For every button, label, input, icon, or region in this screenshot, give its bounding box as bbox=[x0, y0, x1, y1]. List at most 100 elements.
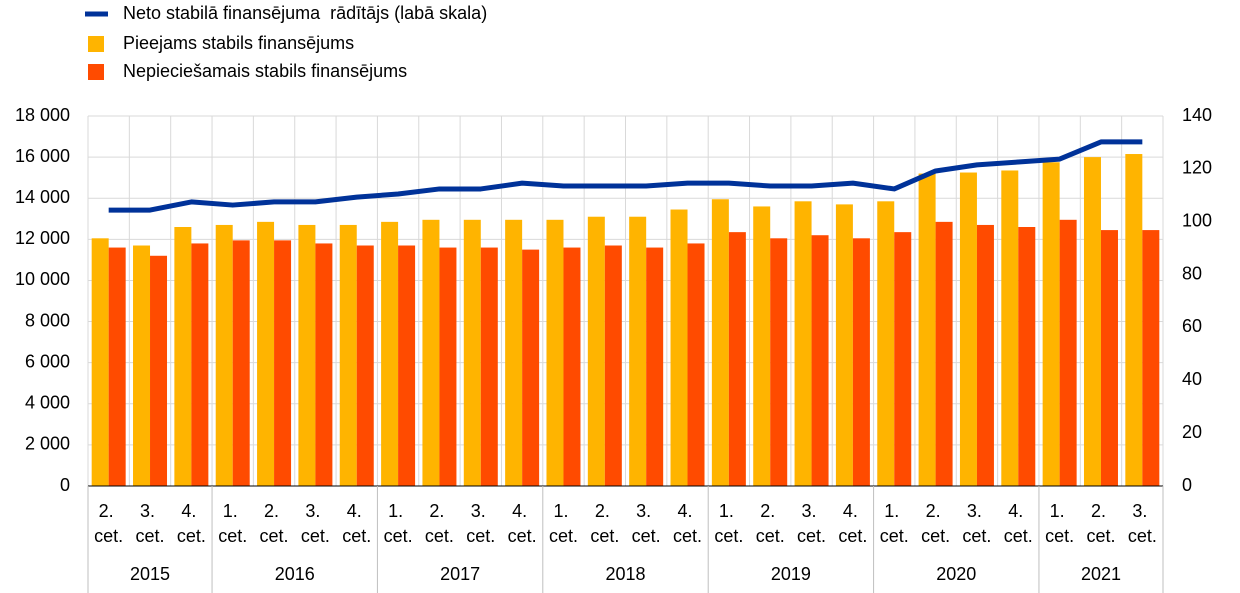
bar bbox=[877, 201, 895, 487]
bar bbox=[976, 224, 994, 486]
bar bbox=[1142, 230, 1160, 486]
bar bbox=[1018, 227, 1036, 486]
x-tick-label: 2. cet. bbox=[921, 501, 950, 546]
y2-tick-label: 0 bbox=[1182, 475, 1192, 495]
bar bbox=[852, 238, 870, 486]
bar bbox=[522, 249, 540, 486]
bar bbox=[546, 219, 564, 487]
year-label: 2016 bbox=[275, 564, 315, 584]
bar bbox=[894, 232, 912, 486]
bar bbox=[711, 199, 729, 486]
bar bbox=[339, 224, 357, 486]
legend-label: Pieejams stabils finansējums bbox=[123, 33, 354, 53]
x-tick-label: 2. cet. bbox=[260, 501, 289, 546]
x-tick-label: 2. cet. bbox=[756, 501, 785, 546]
x-tick-label: 3. cet. bbox=[797, 501, 826, 546]
bar bbox=[1059, 219, 1077, 487]
x-tick-label: 3. cet. bbox=[301, 501, 330, 546]
x-tick-label: 3. cet. bbox=[466, 501, 495, 546]
y2-tick-label: 100 bbox=[1182, 210, 1212, 230]
y2-tick-label: 140 bbox=[1182, 105, 1212, 125]
legend-swatch bbox=[88, 36, 104, 52]
y-tick-label: 14 000 bbox=[15, 187, 70, 207]
bar bbox=[646, 247, 664, 486]
x-tick-label: 1. cet. bbox=[880, 501, 909, 546]
bar bbox=[835, 204, 853, 486]
y-tick-label: 8 000 bbox=[25, 310, 70, 330]
bar bbox=[257, 221, 275, 486]
x-tick-label: 3. cet. bbox=[136, 501, 165, 546]
x-tick-label: 1. cet. bbox=[1045, 501, 1074, 546]
bar bbox=[811, 235, 829, 486]
x-tick-label: 1. cet. bbox=[218, 501, 247, 546]
bar bbox=[150, 255, 168, 486]
x-tick-label: 2. cet. bbox=[425, 501, 454, 546]
bar bbox=[191, 243, 209, 486]
bar bbox=[108, 247, 126, 486]
bar bbox=[604, 245, 622, 486]
legend-swatch bbox=[88, 64, 104, 80]
bar bbox=[918, 173, 936, 487]
bar bbox=[670, 209, 688, 486]
x-tick-label: 2. cet. bbox=[94, 501, 123, 546]
bar bbox=[422, 219, 440, 487]
bar bbox=[959, 172, 977, 486]
bar bbox=[298, 224, 316, 486]
bar bbox=[356, 245, 374, 486]
bar bbox=[935, 221, 953, 486]
year-label: 2018 bbox=[605, 564, 645, 584]
bar bbox=[563, 247, 581, 486]
y2-tick-label: 80 bbox=[1182, 263, 1202, 283]
bar bbox=[687, 243, 705, 486]
x-tick-label: 4. cet. bbox=[508, 501, 537, 546]
year-label: 2021 bbox=[1081, 564, 1121, 584]
x-tick-label: 3. cet. bbox=[1128, 501, 1157, 546]
bar bbox=[728, 232, 746, 486]
legend-label: Nepieciešamais stabils finansējums bbox=[123, 61, 407, 81]
bar bbox=[91, 238, 109, 486]
bar bbox=[480, 247, 498, 486]
bar bbox=[505, 219, 523, 487]
bar bbox=[770, 238, 788, 486]
year-label: 2017 bbox=[440, 564, 480, 584]
bar bbox=[315, 243, 333, 486]
y-tick-label: 10 000 bbox=[15, 269, 70, 289]
y-tick-label: 12 000 bbox=[15, 228, 70, 248]
bar bbox=[439, 247, 457, 486]
bar bbox=[1100, 230, 1118, 486]
bar bbox=[587, 216, 605, 486]
bar bbox=[381, 221, 399, 486]
x-tick-label: 1. cet. bbox=[714, 501, 743, 546]
x-tick-label: 2. cet. bbox=[1086, 501, 1115, 546]
bar bbox=[232, 240, 250, 486]
x-tick-label: 4. cet. bbox=[673, 501, 702, 546]
legend-label: Neto stabilā finansējuma rādītājs (labā … bbox=[123, 3, 487, 23]
x-tick-label: 4. cet. bbox=[342, 501, 371, 546]
year-label: 2015 bbox=[130, 564, 170, 584]
y-tick-label: 2 000 bbox=[25, 434, 70, 454]
year-label: 2019 bbox=[771, 564, 811, 584]
y2-tick-label: 40 bbox=[1182, 369, 1202, 389]
bar bbox=[794, 201, 812, 487]
bar bbox=[1042, 162, 1060, 486]
y-tick-label: 0 bbox=[60, 475, 70, 495]
y-tick-label: 16 000 bbox=[15, 146, 70, 166]
x-tick-label: 2. cet. bbox=[590, 501, 619, 546]
x-tick-label: 1. cet. bbox=[549, 501, 578, 546]
bar bbox=[1083, 157, 1101, 486]
x-tick-label: 3. cet. bbox=[632, 501, 661, 546]
bar bbox=[1125, 154, 1143, 486]
line bbox=[108, 139, 1143, 213]
bar bbox=[174, 227, 192, 486]
bar bbox=[753, 206, 771, 486]
y2-tick-label: 20 bbox=[1182, 422, 1202, 442]
y2-tick-label: 120 bbox=[1182, 158, 1212, 178]
x-tick-label: 3. cet. bbox=[962, 501, 991, 546]
year-label: 2020 bbox=[936, 564, 976, 584]
bar bbox=[629, 216, 647, 486]
bar bbox=[398, 245, 416, 486]
bar bbox=[1001, 170, 1019, 486]
x-tick-label: 1. cet. bbox=[384, 501, 413, 546]
bar bbox=[215, 224, 233, 486]
x-tick-label: 4. cet. bbox=[838, 501, 867, 546]
